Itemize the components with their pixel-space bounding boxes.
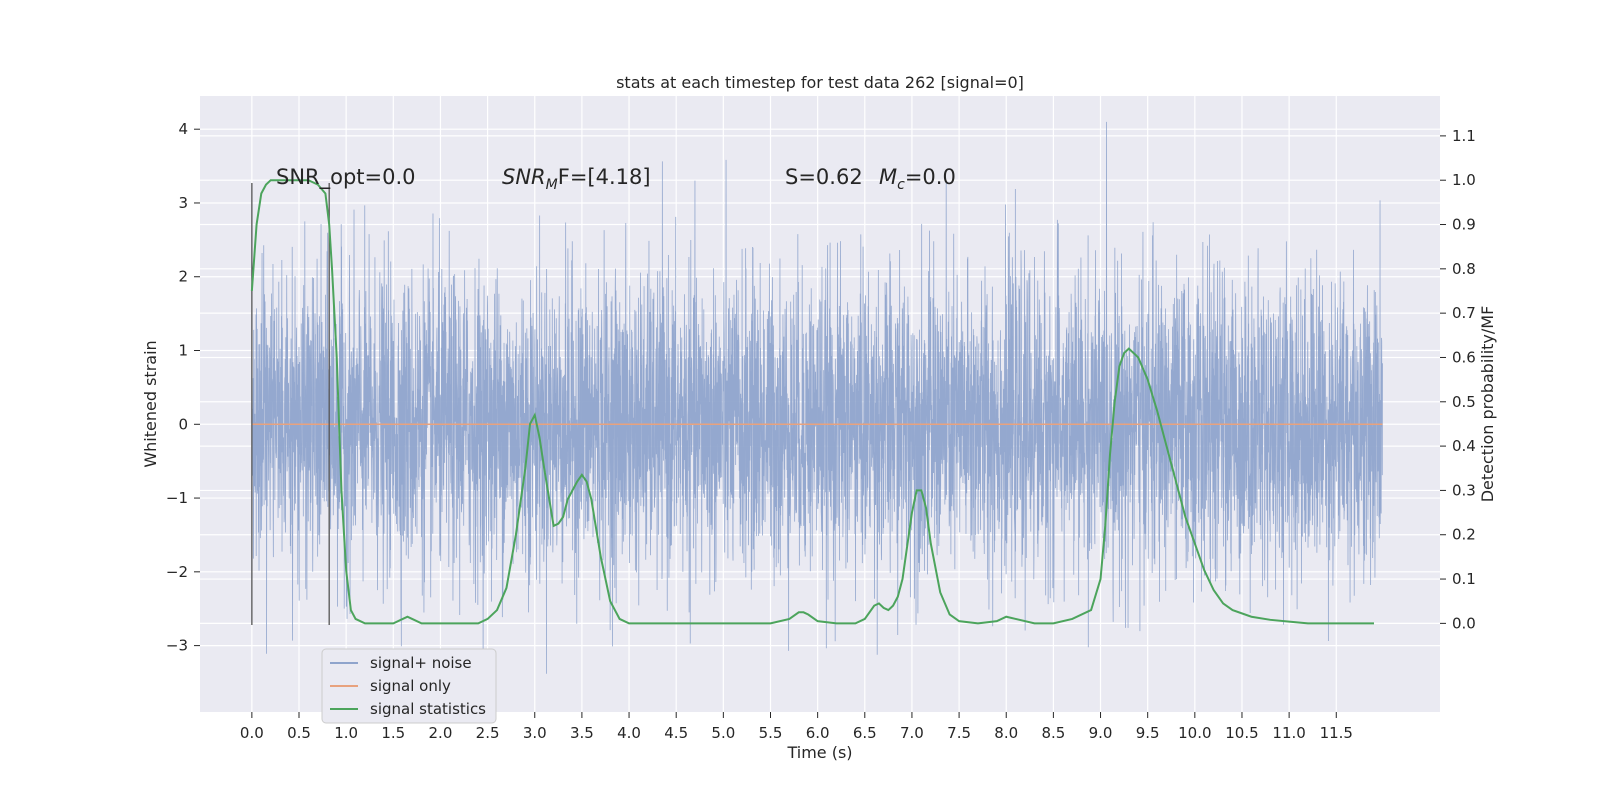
x-tick-label-19: 9.5 [1136,724,1160,742]
x-tick-label-7: 3.5 [570,724,594,742]
x-tick-label-8: 4.0 [617,724,641,742]
x-tick-label-13: 6.5 [853,724,877,742]
signal-noise-layer [251,121,1383,674]
annotation-snr-mf: SNRMF=[4.18] [502,165,651,193]
annotation-s-value: S=0.62 [785,165,863,189]
y2-tick-label-2: 0.2 [1452,526,1476,544]
x-tick-label-0: 0.0 [240,724,264,742]
y-tick-label-7: 4 [178,120,188,138]
series-signal-noise-line [251,121,1383,674]
y-tick-label-6: 3 [178,194,188,212]
legend-box [321,648,497,724]
x-tick-label-4: 2.0 [429,724,453,742]
annotation-snr-mf-sub: M [546,177,558,193]
x-tick-label-1: 0.5 [287,724,311,742]
x-axis-ticks: 0.0 0.5 1.0 1.5 2.0 2.5 3.0 3.5 4.0 4.5 5.0 5.5 6.0 6… [240,712,1353,742]
x-tick-label-11: 5.5 [759,724,783,742]
chart-title: stats at each timestep for test data 262… [616,73,1024,92]
x-tick-label-16: 8.0 [994,724,1018,742]
y-tick-label-5: 2 [178,268,188,286]
annotation-snr-opt: SNR_opt=0.0 [276,165,416,190]
annotation-mc-suffix: =0.0 [905,165,956,189]
x-tick-label-9: 4.5 [664,724,688,742]
y2-tick-label-10: 1.0 [1452,171,1476,189]
x-tick-label-10: 5.0 [711,724,735,742]
y2-tick-label-3: 0.3 [1452,481,1476,499]
annotation-mc-sub: c [897,177,905,193]
y-tick-label-0: −3 [166,637,188,655]
annotation-snr-mf-prefix: SNR [502,165,546,189]
y2-tick-label-7: 0.7 [1452,304,1476,322]
x-axis-label: Time (s) [786,743,852,762]
series-signal-statistics-line [250,179,1374,625]
y-axis-ticks: −3 −2 −1 0 1 2 3 4 [166,120,200,655]
legend: signal+ noise signal only signal statist… [321,648,497,724]
y2-axis-ticks: 0.0 0.1 0.2 0.3 0.4 0.5 0.6 0.7 0.8 0.9 1.0 1.1 [1440,127,1476,632]
y-tick-label-2: −1 [166,489,188,507]
signal-statistics-layer [250,179,1374,625]
y-tick-label-1: −2 [166,563,188,581]
y2-tick-label-4: 0.4 [1452,437,1476,455]
x-tick-label-18: 9.0 [1089,724,1113,742]
y2-tick-label-8: 0.8 [1452,260,1476,278]
y-axis-label: Whitened strain [141,340,160,467]
x-tick-label-6: 3.0 [523,724,547,742]
y-tick-label-4: 1 [178,342,188,360]
legend-label-signal-only: signal only [370,677,451,695]
annotation-mc: Mc=0.0 [879,165,956,193]
annotation-mc-prefix: M [879,165,897,189]
x-tick-label-20: 10.0 [1178,724,1211,742]
y2-tick-label-11: 1.1 [1452,127,1476,145]
x-tick-label-2: 1.0 [334,724,358,742]
y2-tick-label-0: 0.0 [1452,614,1476,632]
x-tick-label-23: 11.5 [1320,724,1353,742]
y2-tick-label-1: 0.1 [1452,570,1476,588]
vertical-markers [251,183,330,625]
legend-label-signal-noise: signal+ noise [370,654,472,672]
legend-label-signal-statistics: signal statistics [370,700,486,718]
x-tick-label-21: 10.5 [1225,724,1258,742]
y2-tick-label-9: 0.9 [1452,216,1476,234]
x-tick-label-17: 8.5 [1041,724,1065,742]
annotation-snr-mf-suffix: F=[4.18] [558,165,651,189]
x-tick-label-15: 7.5 [947,724,971,742]
y-tick-label-3: 0 [178,415,188,433]
x-tick-label-12: 6.0 [806,724,830,742]
x-tick-label-3: 1.5 [381,724,405,742]
x-tick-label-5: 2.5 [476,724,500,742]
x-tick-label-14: 7.0 [900,724,924,742]
x-tick-label-22: 11.0 [1272,724,1305,742]
y2-tick-label-6: 0.6 [1452,348,1476,366]
y2-tick-label-5: 0.5 [1452,393,1476,411]
y2-axis-label: Detection probability/MF [1478,306,1497,503]
